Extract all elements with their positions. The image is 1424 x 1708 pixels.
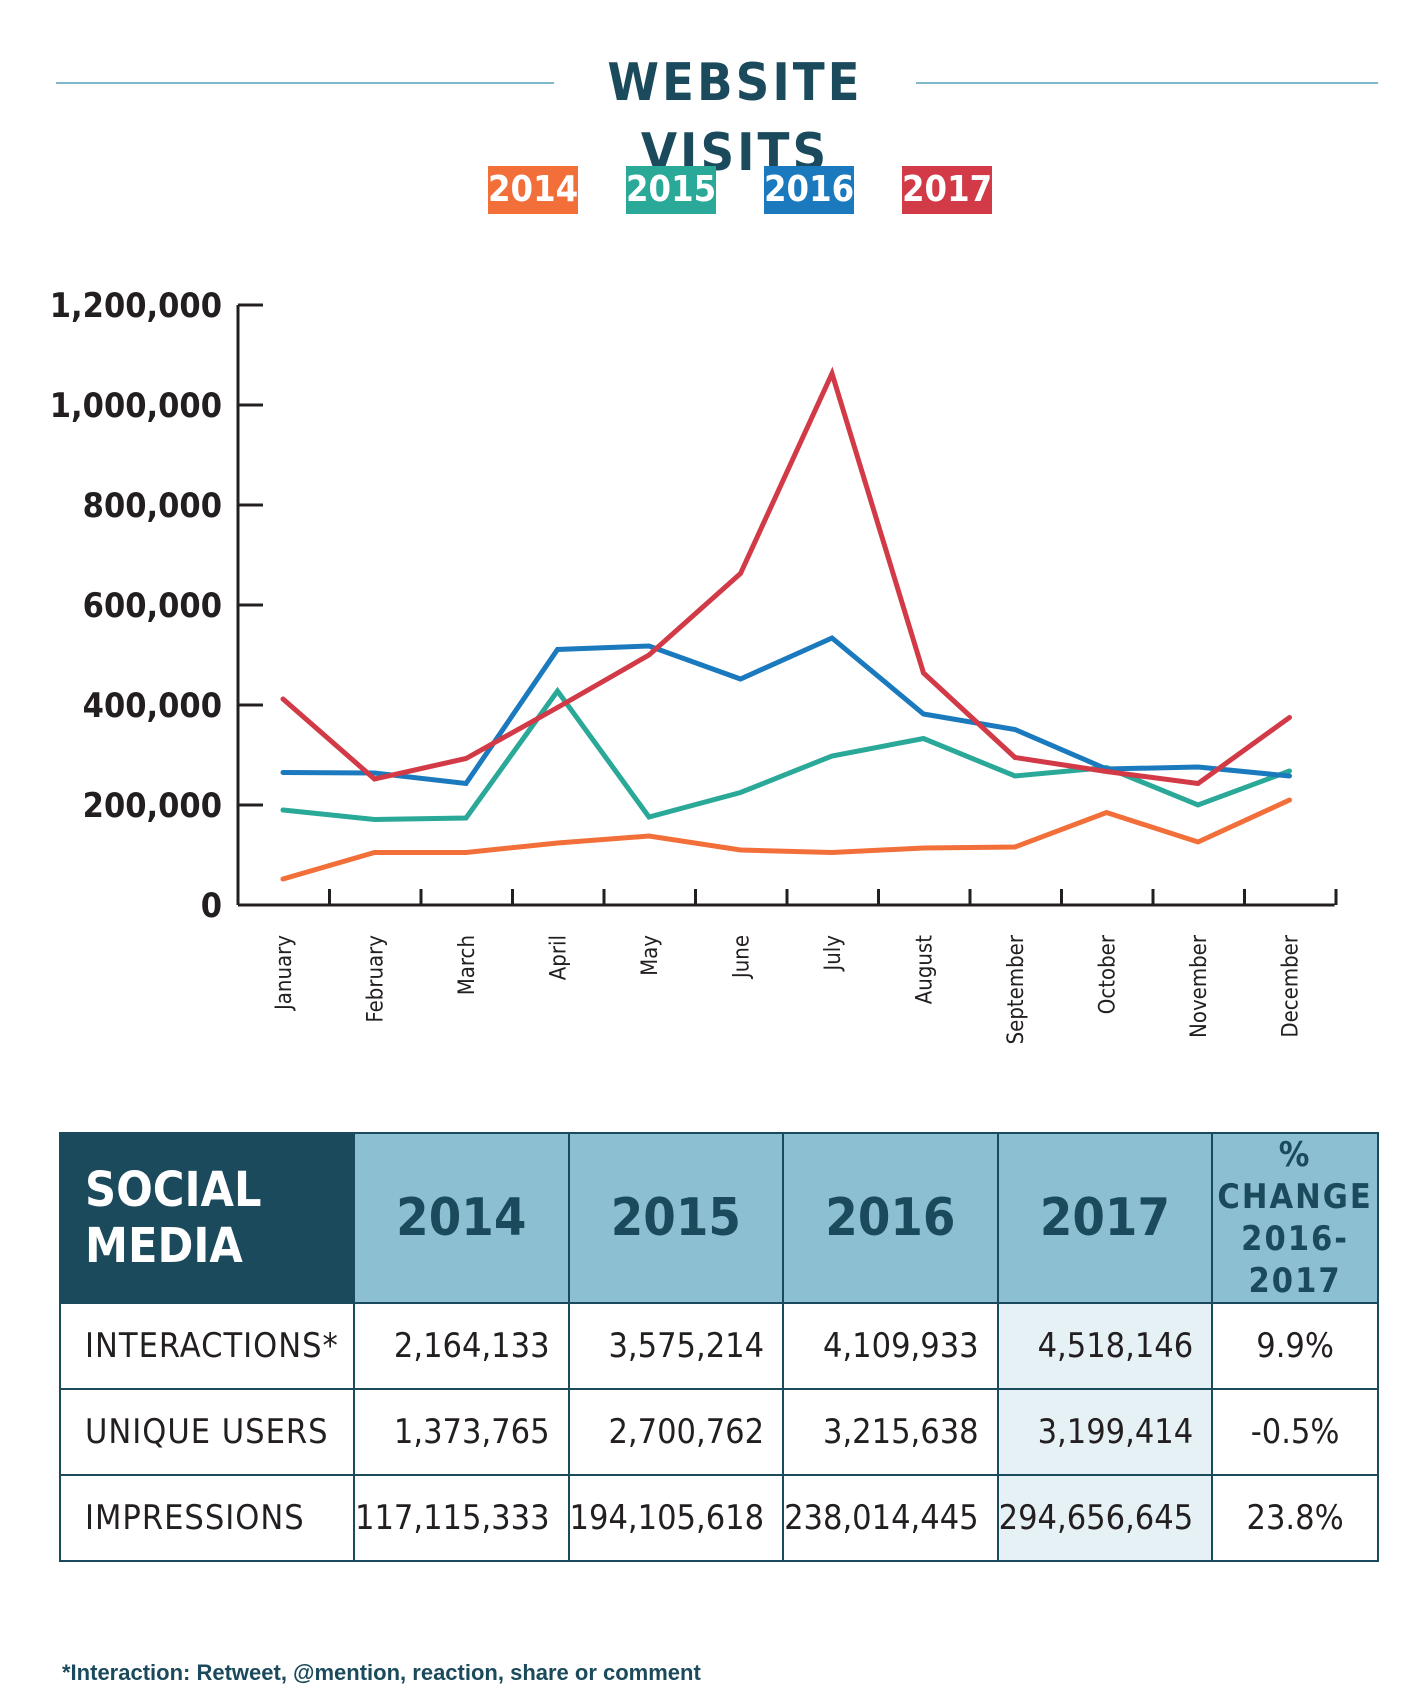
y-tick-label: 0 <box>201 886 222 926</box>
column-header-2016: 2016 <box>782 1132 999 1304</box>
y-tick-label: 1,000,000 <box>50 386 222 426</box>
y-tick-label: 800,000 <box>83 486 222 526</box>
row-label: UNIQUE USERS <box>59 1388 355 1476</box>
table-row: IMPRESSIONS 117,115,333 194,105,618 238,… <box>59 1474 1379 1562</box>
table-cell: 4,109,933 <box>782 1302 999 1390</box>
row-label: INTERACTIONS* <box>59 1302 355 1390</box>
table-cell: 194,105,618 <box>567 1474 785 1562</box>
legend: 2014 2015 2016 2017 <box>0 166 1424 214</box>
title-rule-right <box>916 82 1378 84</box>
change-cell: 23.8% <box>1211 1474 1379 1562</box>
x-tick-label: November <box>1187 934 1212 1038</box>
column-header-2017: 2017 <box>996 1132 1214 1304</box>
x-tick-label: May <box>638 935 663 976</box>
social-media-table: SOCIAL MEDIA 2014 2015 2016 2017 % CHANG… <box>59 1132 1379 1562</box>
x-tick-label: December <box>1279 934 1304 1038</box>
y-tick-label: 600,000 <box>83 586 222 626</box>
change-cell: 9.9% <box>1211 1302 1379 1390</box>
footnote: *Interaction: Retweet, @mention, reactio… <box>62 1660 701 1685</box>
x-tick-label: January <box>272 935 297 1012</box>
table-row: UNIQUE USERS 1,373,765 2,700,762 3,215,6… <box>59 1388 1379 1476</box>
table-cell: 238,014,445 <box>782 1474 999 1562</box>
change-header-line-2: 2016-2017 <box>1241 1219 1350 1301</box>
legend-item-2014: 2014 <box>488 166 578 214</box>
y-tick-label: 400,000 <box>83 686 222 726</box>
row-label: IMPRESSIONS <box>59 1474 355 1562</box>
series-line-2015 <box>280 686 1292 823</box>
column-header-2015: 2015 <box>567 1132 785 1304</box>
series-line-2016 <box>280 635 1292 787</box>
table-cell: 294,656,645 <box>996 1474 1214 1562</box>
x-tick-label: March <box>455 935 480 995</box>
x-tick-label: February <box>364 935 389 1023</box>
column-header-2014: 2014 <box>353 1132 570 1304</box>
x-tick-label: September <box>1004 934 1029 1044</box>
chart-title-bar: WEBSITE VISITS <box>56 48 1378 183</box>
table-corner-header: SOCIAL MEDIA <box>59 1132 355 1304</box>
table-cell: 117,115,333 <box>353 1474 570 1562</box>
table-cell: 3,199,414 <box>996 1388 1214 1476</box>
legend-item-2015: 2015 <box>626 166 716 214</box>
table-header-row: SOCIAL MEDIA 2014 2015 2016 2017 % CHANG… <box>59 1132 1379 1304</box>
title-rule-left <box>56 82 554 84</box>
table-cell: 2,700,762 <box>567 1388 785 1476</box>
line-chart: 0 200,000 400,000 600,000 800,000 1,000,000 1,… <box>50 286 1338 1044</box>
x-tick-label: June <box>730 935 755 980</box>
table-cell: 4,518,146 <box>996 1302 1214 1390</box>
table-cell: 3,215,638 <box>782 1388 999 1476</box>
x-tick-label: August <box>913 935 938 1005</box>
y-tick-label: 1,200,000 <box>50 286 222 326</box>
change-cell: -0.5% <box>1211 1388 1379 1476</box>
table-cell: 1,373,765 <box>353 1388 570 1476</box>
legend-item-2017: 2017 <box>902 166 992 214</box>
series-line-2014 <box>280 797 1292 882</box>
x-tick-label: July <box>821 935 846 973</box>
legend-item-2016: 2016 <box>764 166 854 214</box>
table-row: INTERACTIONS* 2,164,133 3,575,214 4,109,… <box>59 1302 1379 1390</box>
x-tick-label: October <box>1096 934 1121 1014</box>
table-cell: 2,164,133 <box>353 1302 570 1390</box>
change-header-line-1: % CHANGE <box>1217 1135 1373 1217</box>
chart-title: WEBSITE VISITS <box>607 53 863 183</box>
x-tick-label: April <box>547 935 572 980</box>
series-line-2017 <box>280 366 1292 787</box>
table-cell: 3,575,214 <box>567 1302 785 1390</box>
column-header-change: % CHANGE 2016-2017 <box>1211 1132 1379 1304</box>
y-tick-label: 200,000 <box>83 786 222 826</box>
